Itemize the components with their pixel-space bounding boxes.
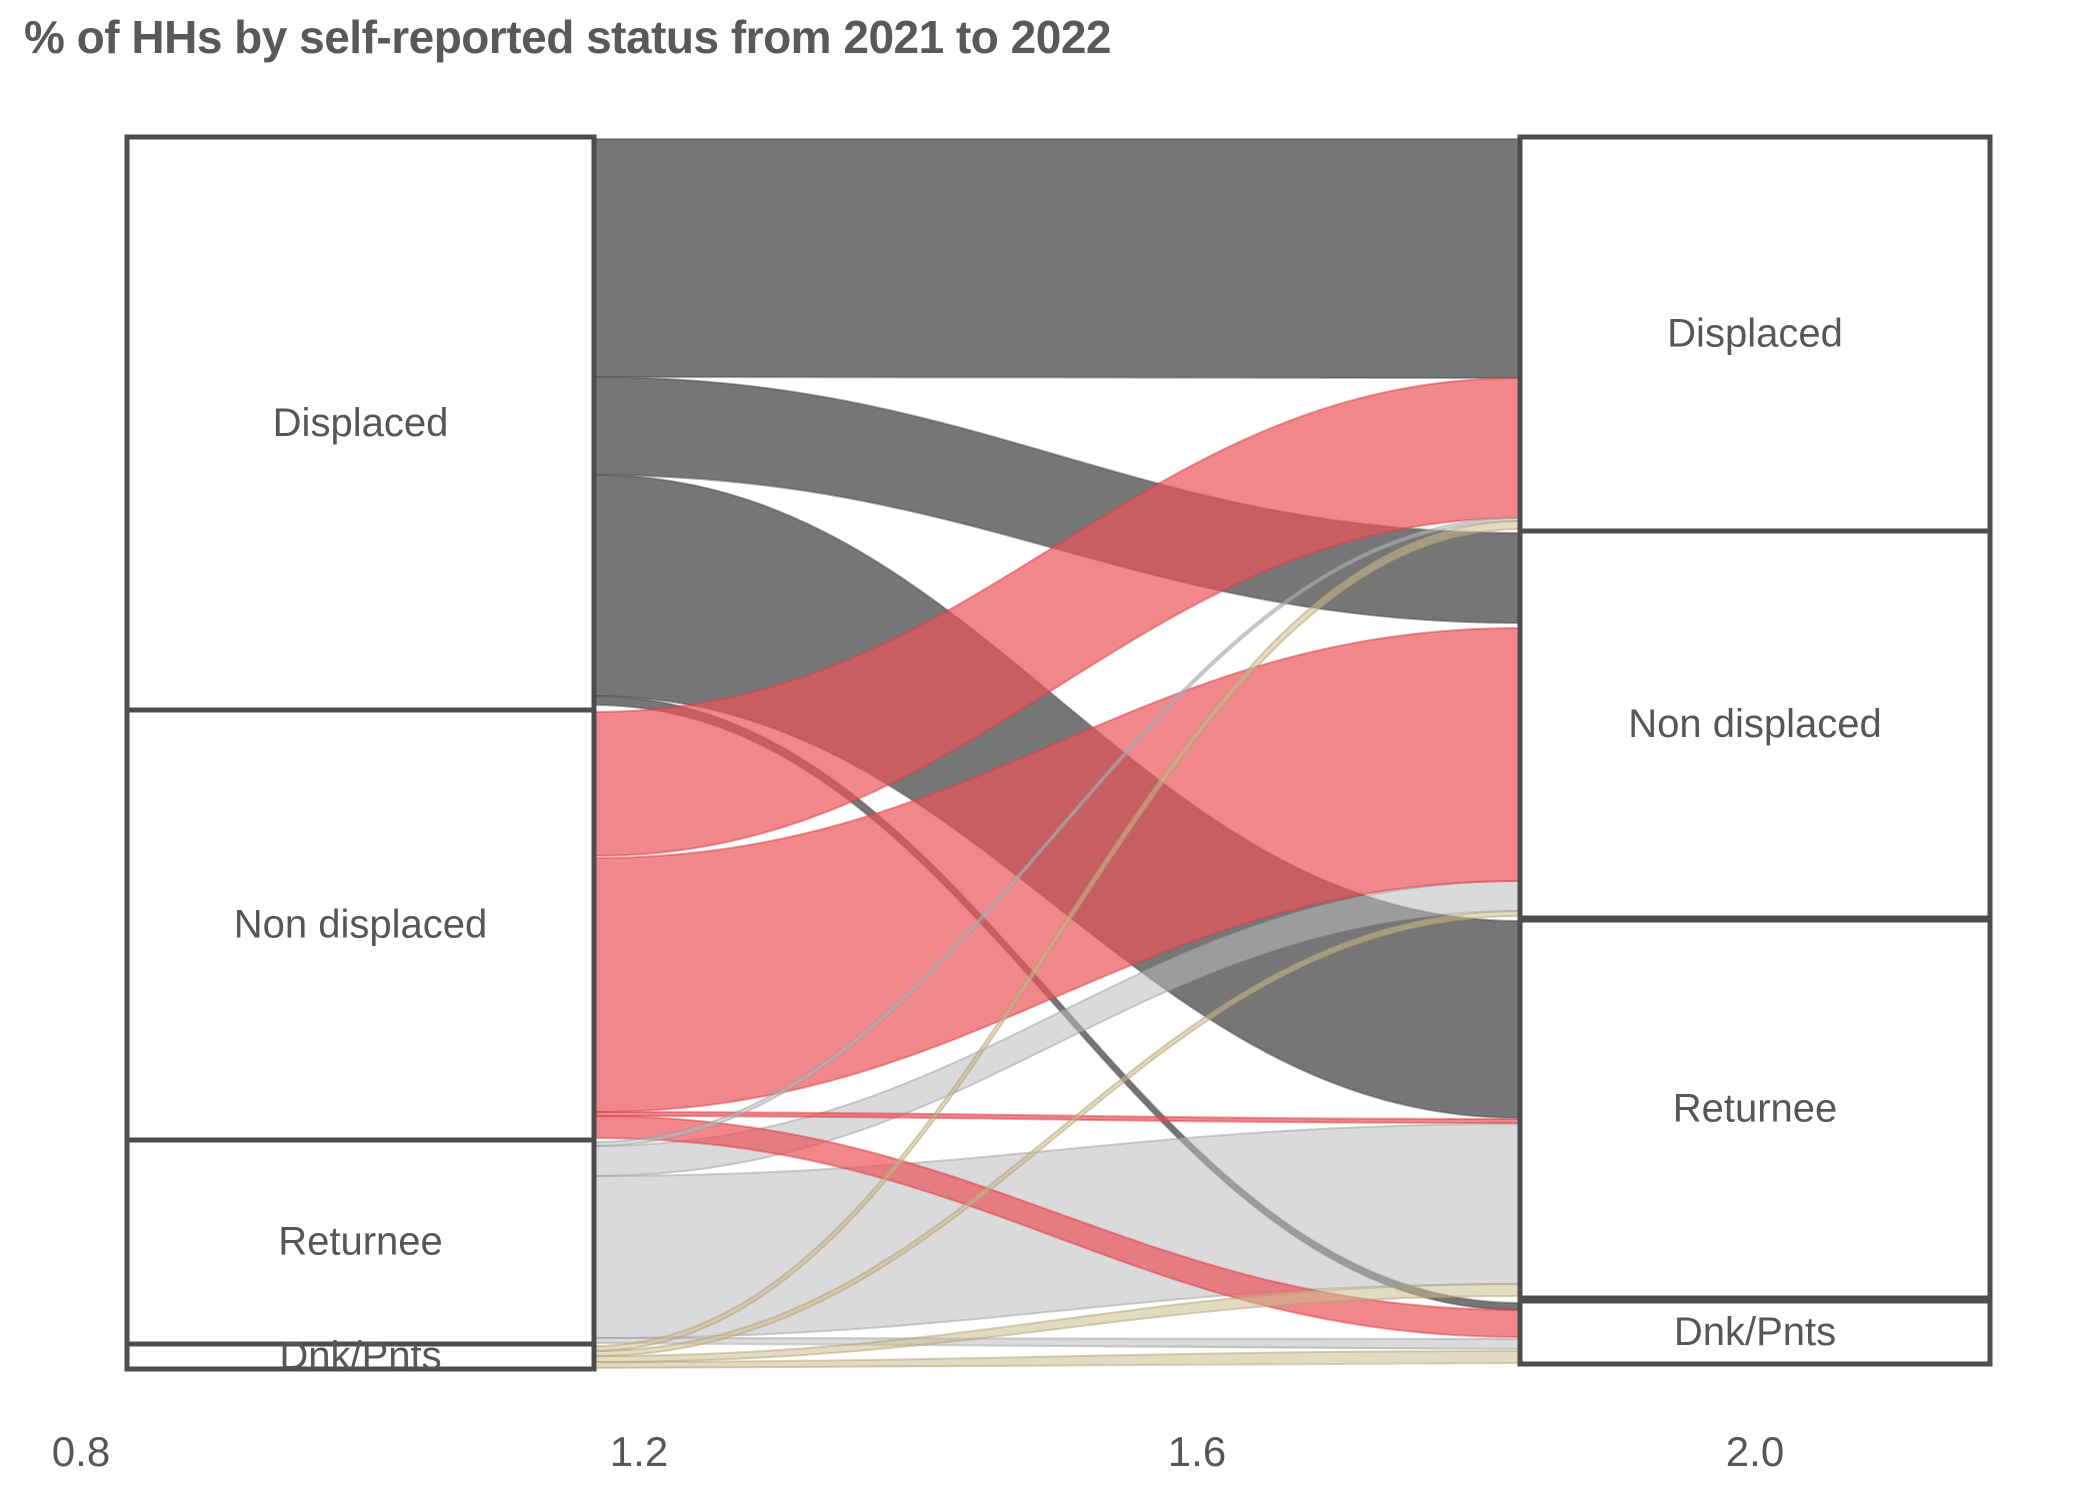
node-2021-dp	[124, 1341, 597, 1372]
node-label-2021-r: Returnee	[278, 1220, 443, 1264]
flow-r-to-dp	[593, 1336, 1521, 1351]
strata-layer	[124, 134, 1993, 1372]
node-2021-r	[124, 1137, 597, 1347]
node-label-2022-nd: Non displaced	[1628, 702, 1882, 746]
flows-layer	[593, 137, 1521, 1370]
node-label-2021-d: Displaced	[273, 401, 449, 445]
axis-tick-2.0: 2.0	[1725, 1428, 1785, 1475]
chart-title: % of HHs by self-reported status from 20…	[24, 11, 1112, 63]
node-label-2022-dp: Dnk/Pnts	[1674, 1310, 1836, 1354]
node-2022-r	[1517, 917, 1993, 1301]
node-label-2021-dp: Dnk/Pnts	[279, 1334, 441, 1378]
axis-tick-1.2: 1.2	[609, 1428, 669, 1475]
node-2022-nd	[1517, 528, 1993, 921]
axis-tick-1.6: 1.6	[1167, 1428, 1227, 1475]
node-2021-d	[124, 134, 597, 713]
node-label-2022-r: Returnee	[1673, 1087, 1838, 1131]
strata-labels-layer: Displaced Non displaced Returnee Dnk/Pnts Di…	[234, 312, 1882, 1379]
axis-tick-0.8: 0.8	[51, 1428, 111, 1475]
flow-d-to-d	[593, 137, 1521, 380]
node-label-2022-d: Displaced	[1667, 312, 1843, 356]
node-2022-dp	[1517, 1298, 1993, 1367]
node-2022-d	[1517, 134, 1993, 534]
node-2021-nd	[124, 707, 597, 1143]
node-label-2021-nd: Non displaced	[234, 903, 488, 947]
